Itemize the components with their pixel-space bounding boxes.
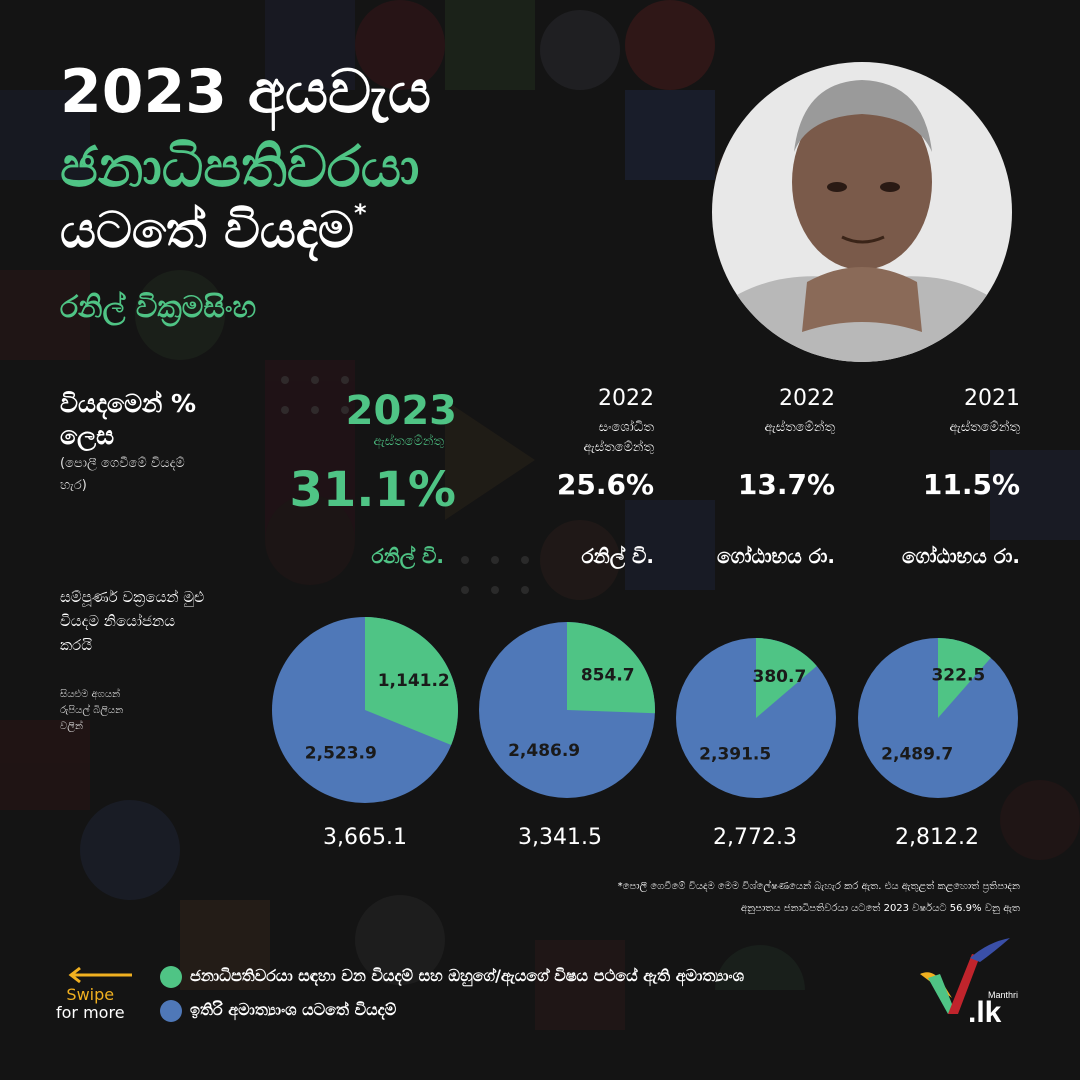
col-1-leader: රනිල් වි. — [371, 544, 444, 568]
col-3-year: 2022 — [779, 386, 835, 411]
pie-3-label-president: 380.7 — [753, 667, 807, 687]
footnote: *පොලී ගෙවීමේ වියදම මෙම විශ්ලේෂණයෙන් බැහැ… — [0, 876, 1020, 920]
col-4-leader: ගෝඨාභය රා. — [902, 544, 1020, 568]
col-1-percent: 31.1% — [289, 462, 456, 518]
unit-note-line-3: වලින් — [60, 721, 83, 732]
col-3-leader: ගෝඨාභය රා. — [717, 544, 835, 568]
col-1-total: 3,665.1 — [323, 825, 407, 850]
pie-4-label-president: 322.5 — [931, 666, 985, 686]
unit-note-line-1: සියළුම අගයන් — [60, 689, 121, 700]
pie-2-label-other: 2,486.9 — [508, 741, 580, 761]
col-4-total: 2,812.2 — [895, 825, 979, 850]
percent-note-line-1: (පොලී ගෙවීමේ වියදම් — [60, 456, 185, 471]
legend-blue-label: ඉතිරි අමාත්‍යාංශ යටතේ වියදම් — [190, 1000, 397, 1019]
col-1-year: 2023 — [345, 388, 457, 434]
pie-3-label-other: 2,391.5 — [699, 745, 771, 765]
col-2-percent: 25.6% — [556, 468, 654, 501]
col-3-total: 2,772.3 — [713, 825, 797, 850]
pie-2-slice-president — [567, 622, 655, 714]
logo-name-text: .lk — [968, 996, 1002, 1024]
legend-green-label: ජනාධිපතිවරයා සඳහා වන වියදම් සහ ඔහුගේ/ඇයග… — [190, 966, 745, 985]
unit-note: සියළුම අගයන් රුපියල් බිලියන වලින් — [60, 687, 123, 735]
col-2-year: 2022 — [598, 386, 654, 411]
pie-4-label-other: 2,489.7 — [881, 745, 953, 765]
percent-note-line-2: හැර) — [60, 478, 87, 493]
share-note-line-2: වියදම නියෝජනය — [60, 612, 176, 630]
pie-4-slice-president — [938, 638, 991, 718]
col-2-total: 3,341.5 — [518, 825, 602, 850]
swipe-more-label: for more — [56, 1003, 125, 1022]
share-note-line-3: කරයි — [60, 636, 93, 654]
col-2-subtitle-line-1: සංශෝධිත — [598, 420, 654, 435]
col-4-subtitle: ඇස්තමේන්තු — [949, 420, 1021, 435]
percent-note: (පොලී ගෙවීමේ වියදම් හැර) — [60, 453, 185, 497]
swipe-hint[interactable]: Swipe for more — [56, 986, 125, 1022]
footnote-line-2: අනුපාතය ජනාධිපතිවරයා යටතේ 2023 වර්ෂයට 56… — [740, 903, 1020, 914]
percent-label: වියදමෙන් % ලෙස — [60, 388, 196, 452]
swipe-label: Swipe — [66, 985, 115, 1004]
pie-2-label-president: 854.7 — [581, 666, 635, 686]
col-2-leader: රනිල් වි. — [581, 544, 654, 568]
title-line-3-text: යටතේ වියදම — [60, 201, 355, 259]
share-note: සම්පූර්ණ වක්‍රයෙන් මුළු වියදම නියෝජනය කර… — [60, 585, 204, 657]
pie-1-label-president: 1,141.2 — [378, 671, 450, 691]
percent-label-line-1: වියදමෙන් % — [60, 389, 197, 418]
col-3-subtitle: ඇස්තමේන්තු — [764, 420, 836, 435]
share-note-line-1: සම්පූර්ණ වක්‍රයෙන් මුළු — [60, 588, 205, 606]
col-4-year: 2021 — [964, 386, 1020, 411]
title-line-1: 2023 අයවැය — [60, 57, 432, 127]
title-line-2: ජනාධිපතිවරයා — [60, 135, 420, 200]
unit-note-line-2: රුපියල් බිලියන — [60, 705, 124, 716]
col-4-percent: 11.5% — [922, 468, 1020, 501]
portrait-image — [712, 62, 1012, 362]
title-line-3: යටතේ වියදම* — [60, 201, 367, 255]
swipe-arrow-icon[interactable] — [66, 966, 136, 984]
title-asterisk: * — [354, 199, 367, 227]
pie-3-slice-president — [756, 638, 817, 718]
pie-1-label-other: 2,523.9 — [305, 743, 377, 763]
pie-1-slice-president — [365, 617, 459, 745]
col-1-subtitle: ඇස්තමේන්තු — [373, 434, 445, 449]
footnote-line-1: *පොලී ගෙවීමේ වියදම මෙම විශ්ලේෂණයෙන් බැහැ… — [617, 881, 1020, 892]
manthri-logo[interactable]: Manthri .lk — [918, 934, 1022, 1024]
legend-blue-swatch — [160, 1000, 182, 1022]
subtitle-name: රනිල් වික්‍රමසිංහ — [60, 290, 257, 325]
col-2-subtitle-line-2: ඇස්තමේන්තු — [583, 440, 655, 455]
legend-green-swatch — [160, 966, 182, 988]
percent-label-line-2: ලෙස — [60, 421, 115, 450]
col-3-percent: 13.7% — [737, 468, 835, 501]
logo-small-text: Manthri — [988, 990, 1018, 1000]
